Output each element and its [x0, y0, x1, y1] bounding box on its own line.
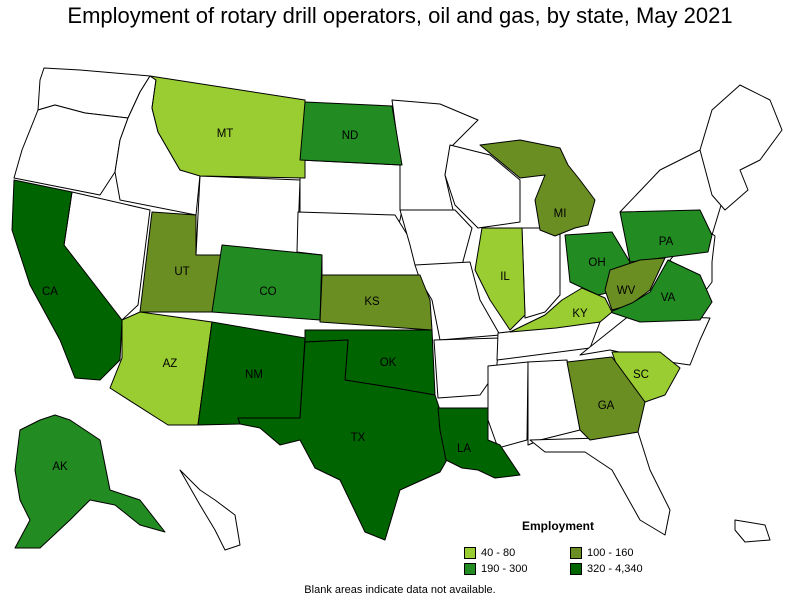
- state-hi: [179, 469, 241, 551]
- legend: Employment 40 - 80 100 - 160 190 - 300 3…: [462, 519, 662, 579]
- label-tx: TX: [351, 432, 366, 444]
- state-in: [521, 227, 561, 319]
- legend-item-3: 190 - 300: [464, 563, 527, 575]
- label-sc: SC: [633, 369, 649, 381]
- state-ms: [487, 361, 529, 449]
- map-title: Employment of rotary drill operators, oi…: [67, 3, 733, 28]
- legend-label-4: 320 - 4,340: [587, 563, 643, 575]
- legend-swatch-4: [570, 563, 582, 575]
- legend-item-1: 40 - 80: [464, 547, 515, 559]
- state-labels: MT ND MI PA UT CO KS IL OH WV VA KY CA A…: [42, 128, 676, 473]
- legend-swatch-2: [570, 547, 582, 559]
- state-co: [211, 244, 323, 321]
- state-ks: [319, 274, 433, 331]
- state-ga: [566, 356, 646, 441]
- label-co: CO: [259, 286, 276, 298]
- state-tx: [237, 339, 449, 541]
- label-mt: MT: [217, 128, 234, 140]
- state-or: [13, 104, 129, 196]
- label-nm: NM: [245, 369, 263, 381]
- blank-areas-note: Blank areas indicate data not available.: [304, 584, 496, 596]
- label-mi: MI: [554, 208, 567, 220]
- state-va: [609, 259, 713, 323]
- state-wi: [444, 144, 521, 229]
- label-ut: UT: [174, 266, 189, 278]
- label-ok: OK: [380, 357, 397, 369]
- label-az: AZ: [163, 358, 178, 370]
- state-la: [437, 407, 521, 479]
- label-ca: CA: [42, 286, 58, 298]
- label-ky: KY: [572, 308, 588, 320]
- state-il: [474, 227, 526, 331]
- legend-item-4: 320 - 4,340: [570, 563, 643, 575]
- state-az: [109, 311, 213, 426]
- legend-item-2: 100 - 160: [570, 547, 633, 559]
- label-il: IL: [500, 271, 510, 283]
- legend-label-2: 100 - 160: [587, 547, 634, 559]
- state-ak: [14, 414, 166, 549]
- state-new-england: [699, 84, 783, 211]
- state-wv: [604, 257, 666, 311]
- state-nd: [299, 101, 403, 166]
- state-ca: [11, 179, 123, 381]
- label-ga: GA: [598, 400, 615, 412]
- label-nd: ND: [342, 130, 359, 142]
- legend-swatch-3: [464, 563, 476, 575]
- legend-label-3: 190 - 300: [481, 563, 528, 575]
- label-va: VA: [661, 292, 676, 304]
- legend-swatch-1: [464, 547, 476, 559]
- state-ky: [509, 287, 613, 333]
- legend-title: Employment: [522, 519, 595, 533]
- legend-label-1: 40 - 80: [481, 547, 516, 559]
- label-la: LA: [457, 443, 471, 455]
- no-data-states: [13, 67, 783, 551]
- label-ak: AK: [52, 461, 68, 473]
- label-pa: PA: [659, 236, 674, 248]
- label-oh: OH: [588, 257, 605, 269]
- label-wv: WV: [617, 285, 636, 297]
- state-pr: [734, 519, 771, 543]
- state-mi: [479, 139, 596, 237]
- state-al: [527, 359, 581, 446]
- label-ks: KS: [364, 296, 380, 308]
- state-pa: [619, 209, 713, 263]
